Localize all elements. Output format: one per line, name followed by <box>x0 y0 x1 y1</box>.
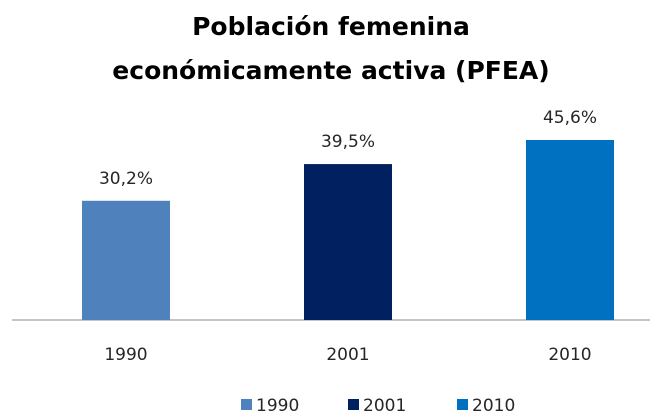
bar <box>526 140 614 320</box>
legend-label: 2001 <box>363 396 406 416</box>
x-tick-label: 2010 <box>548 345 591 365</box>
bar <box>82 200 170 320</box>
data-label: 30,2% <box>99 169 153 189</box>
legend-swatch <box>241 399 252 410</box>
bar <box>304 164 392 320</box>
data-label: 45,6% <box>543 108 597 128</box>
legend-swatch <box>457 399 468 410</box>
chart-title: Población femenina <box>192 12 470 41</box>
legend-swatch <box>348 399 359 410</box>
legend-label: 1990 <box>256 396 299 416</box>
data-label: 39,5% <box>321 132 375 152</box>
x-tick-label: 1990 <box>104 345 147 365</box>
x-tick-label: 2001 <box>326 345 369 365</box>
legend-label: 2010 <box>472 396 515 416</box>
chart-title: económicamente activa (PFEA) <box>112 56 549 85</box>
